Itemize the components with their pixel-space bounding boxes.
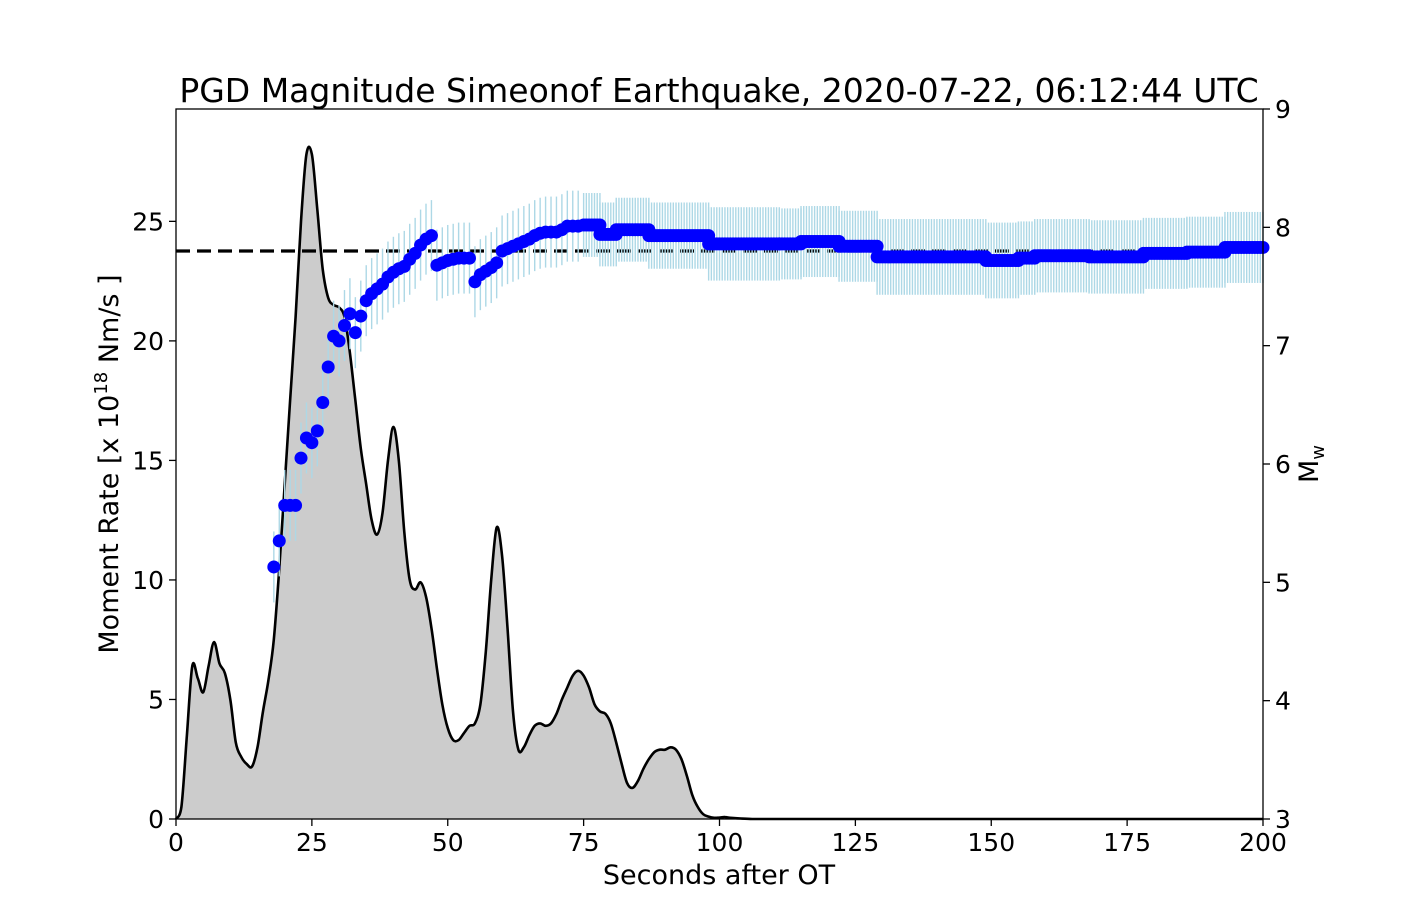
axes: 0 25 50 75 100 125 150 175 200 0 5 10 15 20 25 3 4 5 6 7 8 9 [132, 95, 1291, 857]
moment-rate-line [174, 145, 1263, 821]
y-right-tick-label: 4 [1275, 687, 1291, 716]
y-right-tick-label: 5 [1275, 568, 1291, 597]
y-right-tick-label: 8 [1275, 213, 1291, 242]
x-tick-label: 25 [296, 828, 328, 857]
chart-title: PGD Magnitude Simeonof Earthquake, 2020-… [179, 71, 1258, 110]
mw-point [354, 309, 368, 323]
y-left-tick-label: 15 [132, 446, 164, 475]
y-left-tick-label: 10 [132, 566, 164, 595]
y-right-label-subscript: w [1308, 445, 1329, 460]
mw-point [305, 436, 319, 450]
mw-point [332, 334, 346, 348]
plot-area [174, 145, 1270, 821]
x-tick-label: 100 [696, 828, 744, 857]
y-left-tick-label: 5 [148, 685, 164, 714]
x-tick-label: 150 [967, 828, 1015, 857]
y-left-tick-label: 0 [148, 805, 164, 834]
y-right-label-main: M [1294, 460, 1325, 483]
mw-point [321, 360, 335, 374]
y-right-tick-label: 7 [1275, 332, 1291, 361]
mw-point [272, 534, 286, 548]
y-right-tick-label: 9 [1275, 95, 1291, 124]
x-tick-label: 200 [1239, 828, 1287, 857]
mw-point [343, 307, 357, 321]
y-right-tick-label: 6 [1275, 450, 1291, 479]
mw-point [310, 424, 324, 438]
x-tick-label: 0 [168, 828, 184, 857]
y-left-label-exponent: 18 [91, 372, 112, 395]
y-axis-left-label: Moment Rate [x 1018 Nm/s ] [91, 274, 125, 653]
mw-point [289, 498, 303, 512]
x-axis-label: Seconds after OT [603, 860, 836, 891]
y-left-tick-label: 20 [132, 327, 164, 356]
x-tick-label: 175 [1103, 828, 1151, 857]
mw-point [267, 560, 281, 574]
mw-point [316, 395, 330, 409]
y-left-label-tail: Nm/s ] [94, 274, 125, 371]
mw-point [870, 239, 884, 253]
x-tick-label: 75 [568, 828, 600, 857]
mw-point [490, 256, 504, 270]
moment-rate-area [176, 146, 1263, 820]
mw-point [294, 451, 308, 465]
y-left-label-main: Moment Rate [x 10 [94, 395, 125, 654]
x-tick-label: 50 [432, 828, 464, 857]
y-right-tick-label: 3 [1275, 805, 1291, 834]
y-left-tick-label: 25 [132, 207, 164, 236]
x-tick-label: 125 [832, 828, 880, 857]
mw-point [462, 251, 476, 265]
mw-point [424, 229, 438, 243]
mw-point [337, 319, 351, 333]
mw-point [348, 326, 362, 340]
y-axis-right-label: Mw [1294, 445, 1329, 483]
